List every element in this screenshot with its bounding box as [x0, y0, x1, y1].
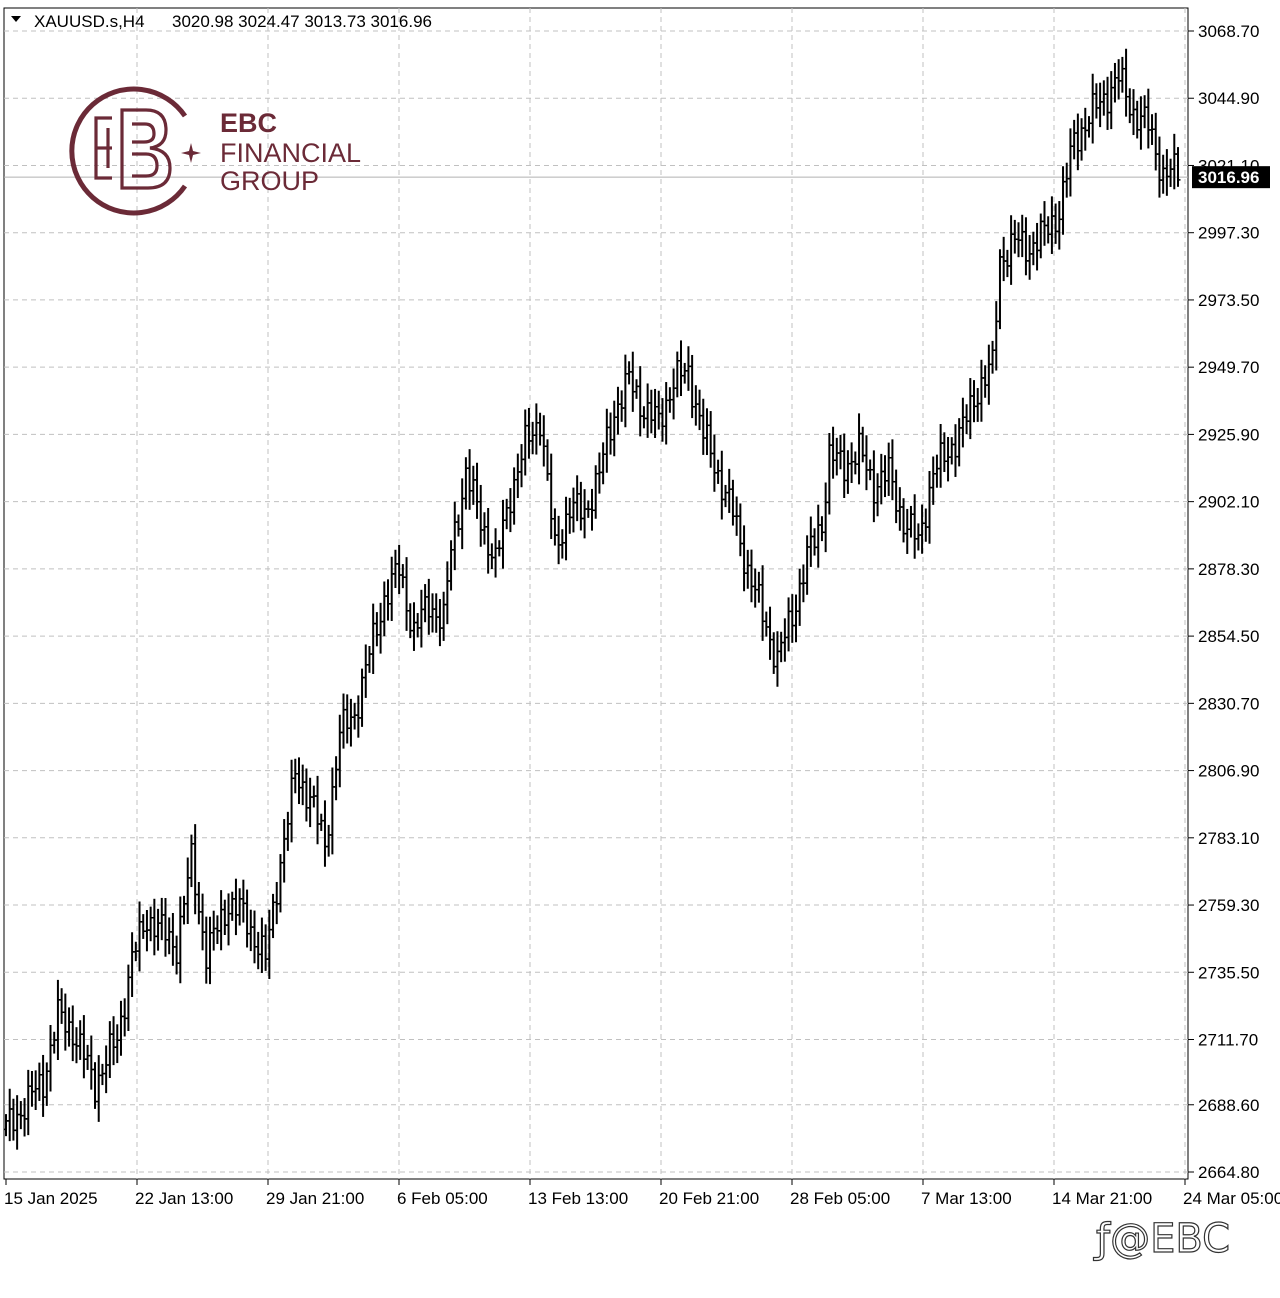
dropdown-triangle-icon[interactable]	[11, 16, 21, 22]
x-tick-label: 6 Feb 05:00	[397, 1189, 488, 1208]
y-tick-label: 3068.70	[1198, 22, 1259, 41]
x-tick-label: 29 Jan 21:00	[266, 1189, 364, 1208]
y-tick-label: 2783.10	[1198, 829, 1259, 848]
x-tick-label: 15 Jan 2025	[4, 1189, 98, 1208]
y-tick-label: 2830.70	[1198, 694, 1259, 713]
logo-text-financial: FINANCIAL	[220, 138, 361, 168]
y-tick-label: 2949.70	[1198, 358, 1259, 377]
symbol-label: XAUUSD.s,H4	[34, 12, 145, 31]
ohlc-bars	[3, 48, 1181, 1150]
y-tick-label: 2997.30	[1198, 224, 1259, 243]
x-tick-label: 24 Mar 05:00	[1183, 1189, 1280, 1208]
y-tick-label: 2925.90	[1198, 425, 1259, 444]
chart-header: XAUUSD.s,H4 3020.98 3024.47 3013.73 3016…	[11, 12, 432, 31]
logo-text-group: GROUP	[220, 166, 319, 196]
current-price-badge-bg	[1192, 166, 1270, 189]
plot-area	[3, 7, 1189, 1180]
logo-monogram-icon	[94, 108, 172, 190]
x-tick-label: 20 Feb 21:00	[659, 1189, 759, 1208]
ohlc-values: 3020.98 3024.47 3013.73 3016.96	[172, 12, 432, 31]
logo-sparkle-icon	[181, 143, 201, 163]
x-tick-label: 14 Mar 21:00	[1052, 1189, 1152, 1208]
grid	[4, 8, 1188, 1179]
logo-ring-icon	[69, 86, 188, 216]
x-tick-label: 22 Jan 13:00	[135, 1189, 233, 1208]
y-tick-label: 2688.60	[1198, 1096, 1259, 1115]
y-axis: 3068.703044.903021.102997.302973.502949.…	[1188, 22, 1259, 1182]
logo-text-ebc: EBC	[220, 108, 277, 138]
x-axis: 15 Jan 2025 22 Jan 13:00 29 Jan 21:00 6 Feb…	[4, 1179, 1280, 1208]
y-tick-label: 2735.50	[1198, 963, 1259, 982]
ebc-watermark: ƒ@EBC	[1093, 1216, 1230, 1262]
x-tick-label: 28 Feb 05:00	[790, 1189, 890, 1208]
current-price-badge: 3016.96	[1192, 166, 1270, 189]
y-tick-label: 3044.90	[1198, 89, 1259, 108]
y-tick-label: 2878.30	[1198, 560, 1259, 579]
y-tick-label: 2711.70	[1198, 1031, 1258, 1050]
current-price-badge-text: 3016.96	[1198, 168, 1259, 187]
y-tick-label: 2854.50	[1198, 627, 1259, 646]
y-tick-label: 2806.90	[1198, 762, 1259, 781]
y-tick-label: 2902.10	[1198, 493, 1259, 512]
ebc-logo: EBC FINANCIAL GROUP	[69, 86, 361, 216]
ohlc-bar	[1175, 147, 1181, 187]
x-tick-label: 13 Feb 13:00	[528, 1189, 628, 1208]
y-tick-label: 2759.30	[1198, 896, 1259, 915]
x-tick-label: 7 Mar 13:00	[921, 1189, 1012, 1208]
y-tick-label: 2664.80	[1198, 1163, 1259, 1182]
y-tick-label: 2973.50	[1198, 291, 1259, 310]
